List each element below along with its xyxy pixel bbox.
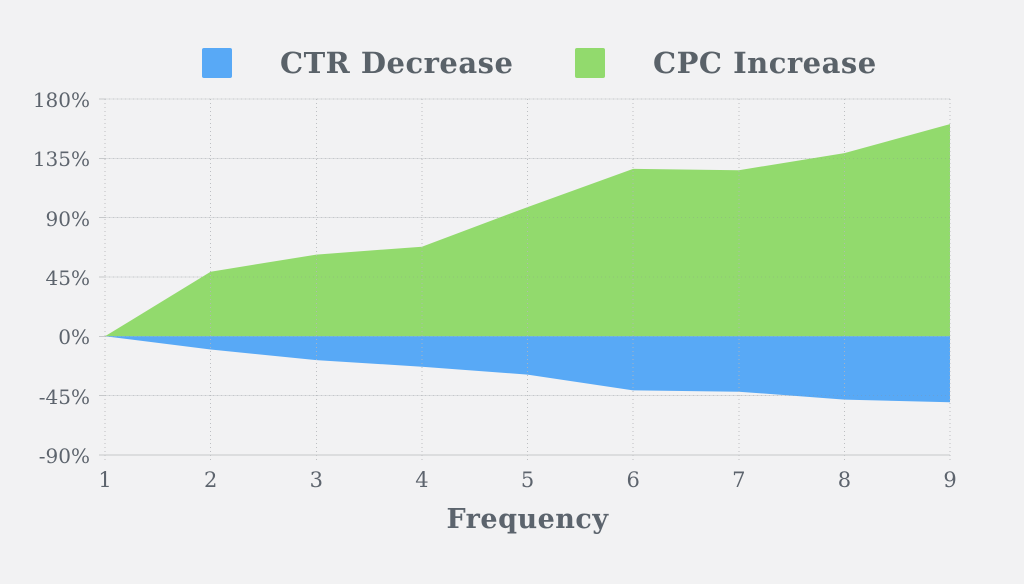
y-tick-label: -90% [38, 444, 90, 468]
x-tick-label: 3 [309, 468, 323, 492]
x-tick-label: 4 [415, 468, 429, 492]
y-tick-label: 135% [32, 147, 90, 172]
legend-label-cpc-increase: CPC Increase [653, 46, 877, 80]
x-tick-label: 5 [520, 468, 535, 492]
x-tick-label: 9 [943, 468, 957, 492]
y-tick-label: 90% [45, 206, 90, 231]
x-tick-label: 1 [98, 468, 112, 492]
ctr-decrease-area [105, 336, 950, 403]
y-tick-label: 45% [45, 266, 90, 290]
legend-item-ctr-decrease: CTR Decrease [202, 46, 513, 80]
legend-label-ctr-decrease: CTR Decrease [280, 46, 514, 80]
legend-swatch-ctr-decrease [202, 48, 232, 78]
x-tick-label: 2 [203, 468, 218, 492]
x-tick-label: 8 [837, 468, 852, 492]
legend-swatch-cpc-increase [575, 48, 605, 78]
y-tick-label: 0% [58, 325, 90, 350]
legend-item-cpc-increase: CPC Increase [575, 46, 877, 80]
x-tick-label: 6 [626, 468, 640, 492]
x-axis-title: Frequency [446, 504, 609, 535]
y-tick-label: 180% [32, 88, 90, 112]
y-tick-label: -45% [38, 384, 90, 409]
x-tick-label: 7 [732, 468, 746, 492]
